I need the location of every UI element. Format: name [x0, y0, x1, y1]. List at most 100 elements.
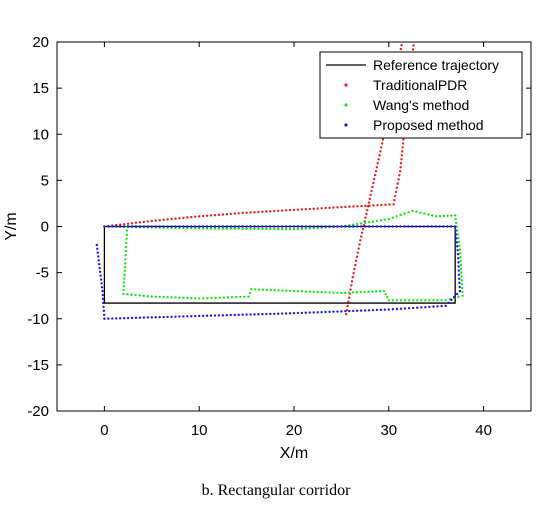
- data-point: [428, 305, 431, 309]
- data-point: [126, 222, 130, 225]
- data-point: [304, 225, 308, 228]
- data-point: [229, 225, 232, 228]
- data-point: [387, 299, 390, 302]
- data-point: [324, 310, 327, 314]
- series-line: [103, 225, 456, 304]
- data-point: [304, 290, 308, 293]
- data-point: [446, 225, 449, 228]
- data-point: [312, 225, 315, 228]
- data-point: [146, 316, 150, 319]
- data-point: [379, 225, 383, 228]
- data-point: [253, 313, 256, 316]
- data-point: [364, 216, 367, 219]
- series-wang-s-method: [103, 209, 464, 302]
- data-point: [269, 312, 272, 316]
- data-point: [456, 233, 459, 236]
- data-point: [420, 306, 423, 309]
- data-point: [455, 241, 458, 244]
- data-point: [360, 204, 363, 208]
- data-point: [122, 292, 125, 296]
- data-point: [245, 227, 248, 231]
- data-point: [400, 43, 403, 47]
- data-point: [371, 290, 374, 293]
- data-point: [453, 295, 456, 299]
- data-point: [419, 211, 422, 214]
- data-point: [150, 219, 153, 223]
- data-point: [100, 286, 104, 289]
- data-point: [217, 314, 221, 317]
- data-point: [344, 291, 347, 294]
- data-point: [372, 204, 375, 207]
- data-point: [356, 309, 359, 312]
- data-point: [249, 227, 252, 231]
- data-point: [374, 169, 378, 173]
- data-point: [209, 314, 213, 317]
- data-point: [440, 304, 443, 308]
- y-tick-label: 10: [32, 126, 49, 143]
- data-point: [248, 291, 252, 295]
- data-point: [269, 227, 272, 231]
- data-point: [401, 150, 404, 153]
- data-point: [380, 142, 384, 145]
- data-point: [222, 296, 226, 299]
- data-point: [126, 225, 130, 228]
- data-point: [367, 309, 371, 312]
- data-point: [229, 313, 232, 317]
- data-point: [245, 225, 248, 228]
- data-point: [273, 225, 276, 228]
- data-point: [102, 305, 105, 309]
- data-point: [380, 146, 383, 149]
- data-point: [396, 182, 399, 185]
- data-point: [205, 225, 209, 228]
- data-point: [123, 277, 126, 280]
- data-point: [257, 288, 261, 291]
- data-point: [130, 225, 134, 228]
- data-point: [316, 290, 319, 294]
- data-point: [457, 273, 461, 276]
- data-point: [253, 227, 256, 231]
- data-point: [125, 229, 129, 232]
- data-point: [402, 36, 404, 38]
- data-point: [213, 225, 217, 228]
- data-point: [457, 257, 460, 260]
- data-point: [355, 291, 359, 294]
- data-point: [126, 293, 129, 296]
- data-point: [336, 206, 339, 209]
- data-point: [363, 290, 366, 294]
- data-point: [428, 299, 431, 302]
- data-point: [96, 251, 99, 254]
- data-point: [254, 288, 257, 291]
- data-point: [393, 199, 396, 202]
- legend-label: Proposed method: [373, 117, 484, 133]
- data-point: [312, 290, 315, 294]
- data-point: [178, 217, 181, 220]
- data-point: [122, 281, 126, 284]
- data-point: [370, 189, 373, 193]
- data-point: [233, 227, 236, 230]
- y-tick-label: 0: [41, 219, 49, 236]
- data-point: [142, 220, 146, 224]
- data-point: [288, 225, 292, 228]
- data-point: [182, 216, 185, 220]
- data-point: [359, 290, 362, 294]
- data-point: [300, 227, 304, 231]
- data-point: [407, 299, 411, 302]
- data-point: [411, 48, 415, 51]
- data-point: [217, 225, 221, 228]
- data-point: [364, 204, 367, 208]
- data-point: [257, 225, 260, 228]
- data-point: [388, 203, 391, 206]
- data-point: [403, 212, 406, 215]
- data-point: [459, 256, 462, 259]
- data-point: [320, 207, 323, 210]
- data-point: [340, 310, 343, 313]
- legend-swatch: [344, 103, 348, 107]
- data-point: [277, 289, 280, 292]
- data-point: [395, 307, 399, 311]
- data-point: [457, 240, 461, 244]
- data-point: [261, 210, 264, 213]
- data-point: [233, 212, 236, 215]
- data-point: [359, 222, 363, 225]
- data-point: [122, 225, 126, 228]
- data-point: [130, 293, 133, 296]
